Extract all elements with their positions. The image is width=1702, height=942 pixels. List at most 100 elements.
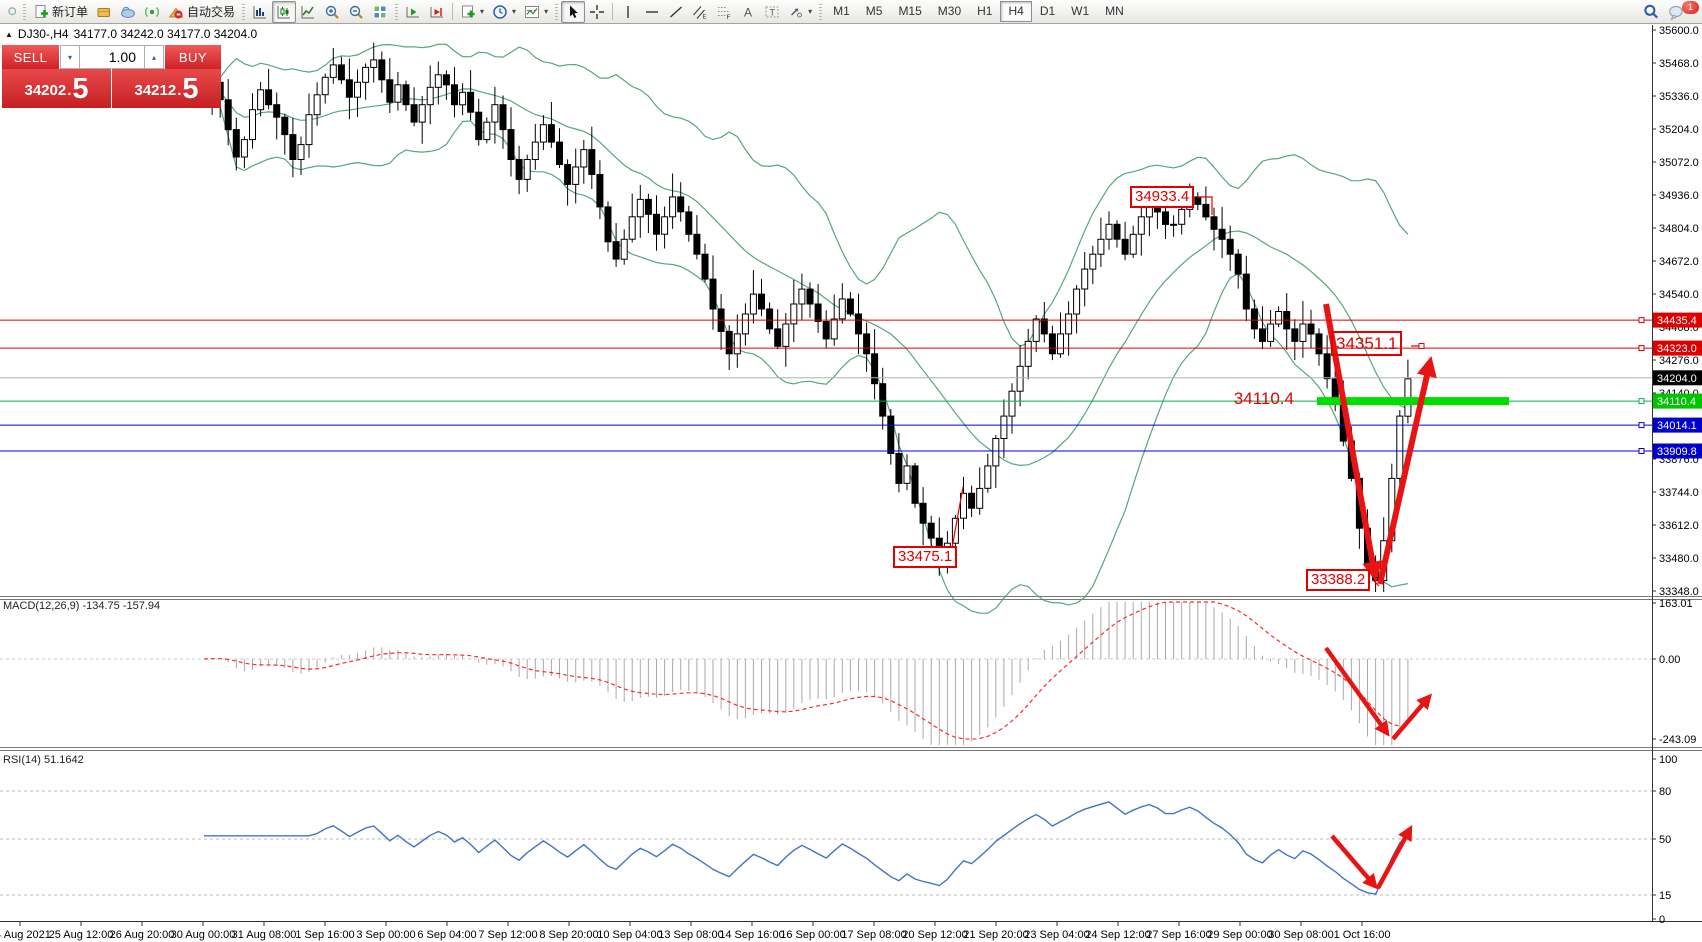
trend-arrow[interactable] [1376, 824, 1413, 890]
crosshair-tool-button[interactable] [585, 1, 609, 23]
candle [531, 141, 539, 161]
candle [725, 330, 733, 355]
candle [1073, 288, 1081, 315]
candle [1048, 333, 1056, 355]
trend-arrow[interactable] [1391, 693, 1432, 741]
clipped-toolbar-icon[interactable] [0, 1, 20, 23]
quantity-decrease-button[interactable]: ▾ [60, 45, 80, 69]
candle [539, 124, 547, 143]
dropdown-caret: ▾ [544, 7, 549, 16]
svg-text:34110.4: 34110.4 [1657, 396, 1696, 408]
quantity-input[interactable]: 1.00 [80, 45, 144, 69]
line-handle[interactable] [1638, 345, 1645, 352]
tab-timeframe-h1[interactable]: H1 [977, 4, 993, 18]
indicators-icon [525, 5, 540, 18]
vertical-line-tool-button[interactable] [616, 1, 640, 23]
market-watch-button[interactable] [92, 1, 116, 23]
candle [1170, 223, 1178, 226]
trend-arrow[interactable] [1377, 356, 1437, 585]
candle [1259, 328, 1266, 342]
line-handle[interactable] [1638, 398, 1645, 405]
annotation-support-price[interactable]: 34110.4 [1233, 389, 1294, 408]
search-button[interactable] [1638, 1, 1664, 23]
trend-arrow[interactable] [1330, 834, 1378, 890]
signal-button[interactable] [140, 1, 164, 23]
fibonacci-tool-button[interactable]: F [712, 1, 736, 23]
annotation-peak-price[interactable]: 34933.4 [1130, 186, 1195, 208]
chart-shift-button[interactable] [425, 1, 449, 23]
symbol-period-label: DJ30-,H4 [17, 27, 69, 41]
bar-chart-button[interactable] [248, 1, 272, 23]
collapse-triangle-icon[interactable]: ▲ [5, 29, 13, 39]
candle [830, 318, 838, 340]
horizontal-line-tool-button[interactable] [640, 1, 664, 23]
zoom-out-icon [349, 5, 363, 19]
line-handle[interactable] [1638, 448, 1645, 454]
buy-button[interactable]: BUY [164, 45, 221, 69]
notifications-button[interactable]: 1 [1664, 0, 1699, 23]
quantity-increase-button[interactable]: ▴ [144, 45, 164, 69]
annotation-handle[interactable] [1418, 343, 1425, 349]
new-order-button[interactable]: 新订单 [29, 1, 92, 23]
auto-trading-label: 自动交易 [187, 5, 236, 19]
candle [1242, 273, 1250, 310]
tab-timeframe-mn[interactable]: MN [1105, 4, 1124, 18]
buy-price-pip: 5 [182, 73, 199, 105]
channel-tool-button[interactable]: E [688, 1, 712, 23]
zoom-in-button[interactable] [320, 1, 344, 23]
cursor-tool-button[interactable] [561, 0, 586, 23]
tab-timeframe-m1[interactable]: M1 [833, 4, 850, 18]
trendline-tool-button[interactable] [664, 1, 688, 23]
text-tool-button[interactable]: A [736, 1, 760, 23]
tab-timeframe-m15[interactable]: M15 [898, 4, 922, 18]
candle [1250, 308, 1258, 330]
sell-button[interactable]: SELL [2, 45, 60, 69]
candle [604, 206, 612, 243]
terminal-button[interactable] [116, 1, 140, 23]
annotation-resistance-price[interactable]: 34351.1 [1331, 331, 1403, 356]
auto-scroll-button[interactable] [401, 1, 425, 23]
candle [1105, 223, 1113, 240]
svg-text:20 Sep 12:00: 20 Sep 12:00 [902, 929, 967, 941]
line-chart-button[interactable] [296, 1, 320, 23]
candle [903, 465, 911, 484]
trend-arrow[interactable] [1323, 303, 1383, 583]
arrows-tool-button[interactable]: ▾ [784, 1, 816, 23]
sell-price[interactable]: 34202 . 5 [2, 69, 112, 108]
period-button[interactable]: ▾ [488, 1, 520, 23]
line-handle[interactable] [1638, 317, 1645, 324]
candle [418, 104, 426, 123]
tab-timeframe-m30[interactable]: M30 [937, 4, 962, 18]
candle [386, 79, 394, 103]
pane-dividers[interactable] [0, 25, 1702, 922]
candle [927, 522, 935, 539]
auto-trading-button[interactable]: 自动交易 [164, 1, 239, 23]
annotation-low2-price[interactable]: 33388.2 [1306, 569, 1371, 591]
candle [846, 298, 854, 315]
indicators-button[interactable]: ▾ [520, 1, 552, 23]
rsi-pane[interactable]: 100 80 50 15 0 [0, 754, 1677, 926]
annotation-low1-price[interactable]: 33475.1 [893, 546, 958, 568]
svg-text:6 Sep 04:00: 6 Sep 04:00 [417, 929, 476, 941]
candle [879, 383, 887, 417]
new-chart-button[interactable]: ▾ [456, 1, 488, 23]
macd-pane[interactable]: 163.01 0.00 -243.09 [0, 598, 1696, 746]
candlestick-chart-button[interactable] [272, 0, 297, 23]
label-tool-button[interactable]: T [760, 1, 784, 23]
candle [1121, 238, 1129, 255]
bar-chart-icon [253, 5, 267, 18]
zoom-out-button[interactable] [344, 1, 368, 23]
vertical-line-icon [627, 5, 629, 18]
buy-price[interactable]: 34212 . 5 [112, 69, 221, 108]
tab-timeframe-w1[interactable]: W1 [1071, 4, 1090, 18]
price-pane[interactable] [0, 42, 1652, 614]
tab-timeframe-d1[interactable]: D1 [1039, 4, 1056, 18]
trend-arrow[interactable] [1324, 646, 1390, 737]
tile-windows-button[interactable] [368, 1, 392, 23]
tab-timeframe-h4[interactable]: H4 [1000, 1, 1032, 22]
candle [1129, 233, 1137, 255]
support-zone-bar[interactable] [1317, 397, 1509, 406]
tab-timeframe-m5[interactable]: M5 [865, 4, 883, 18]
line-handle[interactable] [1638, 422, 1645, 429]
